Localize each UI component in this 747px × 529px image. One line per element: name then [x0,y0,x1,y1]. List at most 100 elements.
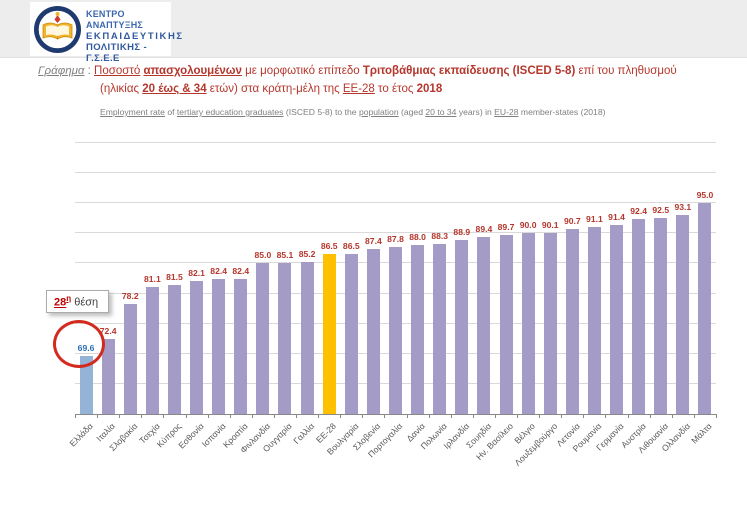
bar-Βέλγιο [521,233,535,414]
axis-tick [450,414,452,418]
bar-Εσθονία [190,280,204,414]
value-label-Ουγγαρία: 85.1 [276,249,294,260]
value-label-Μάλτα: 95.0 [696,190,714,201]
header-band: ΚΕΝΤΡΟ ΑΝΑΠΤΥΞΗΣ ΕΚΠΑΙΔΕΥΤΙΚΗΣ ΠΟΛΙΤΙΚΗΣ… [0,0,747,64]
open-book-emblem-icon [34,6,81,53]
text-segment: το έτος [374,83,417,95]
bar-Σλοβενία [366,249,380,414]
text-segment: ΕΕ-28 [342,83,375,95]
axis-tick [561,414,563,418]
title-prefix: Γράφημα [38,65,85,77]
bar-Αυστρία [632,218,646,414]
value-label-Τσεχία: 81.1 [143,273,161,284]
bar-Ουγγαρία [278,262,292,414]
gridline-90 [75,232,716,234]
title-line1-text: Ποσοστό απασχολουμένων με μορφωτικό επίπ… [94,65,677,77]
text-segment: member-states (2018) [518,107,606,117]
axis-tick [494,414,496,418]
value-label-Ην. Βασίλειο: 89.7 [497,222,515,233]
value-label-Ιρλανδία: 88.9 [453,226,471,237]
bar-Λουξεμβούργο [543,232,557,414]
axis-tick [428,414,430,418]
text-segment: population [358,107,399,117]
value-label-ΕΕ-28: 86.5 [320,241,338,252]
bar-Γαλλία [300,262,314,414]
value-label-Βέλγιο: 90.0 [519,220,537,231]
text-segment: tertiary education graduates [176,107,284,117]
category-label-Μάλτα: Μάλτα [689,421,715,446]
kanep-gsee-logo: ΚΕΝΤΡΟ ΑΝΑΠΤΥΞΗΣ ΕΚΠΑΙΔΕΥΤΙΚΗΣ ΠΟΛΙΤΙΚΗΣ… [30,2,182,64]
value-label-Ισπανία: 82.4 [210,266,228,277]
bar-Ελλάδα [79,356,93,414]
bar-Σουηδία [477,236,491,414]
bar-Λιθουανία [654,218,668,414]
axis-tick [362,414,364,418]
highlight-circle-annotation [53,320,105,368]
value-label-Αυστρία: 92.4 [630,205,647,216]
rank-ordinal-suffix: η [66,294,72,303]
bar-Βουλγαρία [344,254,358,414]
axis-tick [384,414,386,418]
rank-number: 28 [54,296,67,309]
bar-Κροατία [234,279,248,414]
axis-tick [119,414,121,418]
category-label-Ελλάδα: Ελλάδα [67,421,96,449]
rank-word: θέση [71,296,99,309]
axis-tick [141,414,143,418]
axis-tick [605,414,607,418]
value-label-Εσθονία: 82.1 [188,267,205,278]
axis-tick [649,414,651,418]
value-label-Σλοβακία: 78.2 [121,291,139,302]
bar-Δανία [411,245,425,414]
plot-area: 69.6 72.4 78.2 81.1 81.5 82.1 82.4 82.4 85.0 85.1… [75,142,716,415]
text-segment: Τριτοβάθμιας εκπαίδευσης [362,65,510,77]
value-label-Λουξεμβούργο: 90.1 [541,219,559,230]
bar-Σλοβακία [123,304,137,414]
axis-tick [75,414,76,418]
bar-Ρουμανία [587,226,601,414]
logo-line2: ΕΚΠΑΙΔΕΥΤΙΚΗΣ [86,31,184,42]
category-label-Γαλλία: Γαλλία [291,421,317,446]
bar-Μάλτα [698,203,712,414]
chart-title-line2: (ηλικίας 20 έως & 34 ετών) στα κράτη-μέλ… [100,80,728,98]
title-separator: : [84,65,95,77]
axis-tick [97,414,99,418]
value-label-Βουλγαρία: 86.5 [342,241,360,252]
axis-tick [251,414,253,418]
text-segment: 20 έως & 34 [142,83,207,95]
bar-Ιταλία [101,339,115,414]
logo-text: ΚΕΝΤΡΟ ΑΝΑΠΤΥΞΗΣ ΕΚΠΑΙΔΕΥΤΙΚΗΣ ΠΟΛΙΤΙΚΗΣ… [86,9,184,64]
bar-Φινλανδία [256,263,270,414]
bar-Κύπρος [167,284,181,414]
logo-line3: ΠΟΛΙΤΙΚΗΣ - Γ.Σ.Ε.Ε [86,42,148,64]
text-segment: (ISCED 5-8) [512,65,576,77]
axis-tick [163,414,165,418]
value-label-Ρουμανία: 91.1 [586,213,603,224]
gridline-105 [75,142,716,143]
value-label-Ιταλία: 72.4 [99,326,117,337]
axis-tick [229,414,231,418]
axis-tick [671,414,673,418]
text-segment: (aged [398,107,426,117]
text-segment: of [164,107,177,117]
value-label-Πολωνία: 88.3 [431,230,449,241]
value-label-Σλοβενία: 87.4 [365,236,382,246]
bar-Πολωνία [433,243,447,414]
bar-Γερμανία [610,224,624,414]
axis-tick [207,414,209,418]
bar-Ισπανία [212,279,226,414]
bar-Λετονία [565,229,579,414]
axis-tick [296,414,298,418]
axis-tick [716,414,717,418]
bar-ΕΕ-28 [322,254,336,414]
value-label-Δανία: 88.0 [409,232,426,243]
axis-tick [627,414,629,418]
text-segment: (ISCED 5-8) to the [283,107,359,117]
bar-Ην. Βασίλειο [499,235,513,414]
axis-tick [472,414,474,418]
value-label-Γαλλία: 85.2 [298,249,316,260]
value-label-Κύπρος: 81.5 [166,271,183,282]
chart-title-block: Γράφημα : Ποσοστό απασχολουμένων με μορφ… [38,62,728,117]
logo-line1: ΚΕΝΤΡΟ ΑΝΑΠΤΥΞΗΣ [86,9,143,30]
value-label-Γερμανία: 91.4 [608,211,625,222]
